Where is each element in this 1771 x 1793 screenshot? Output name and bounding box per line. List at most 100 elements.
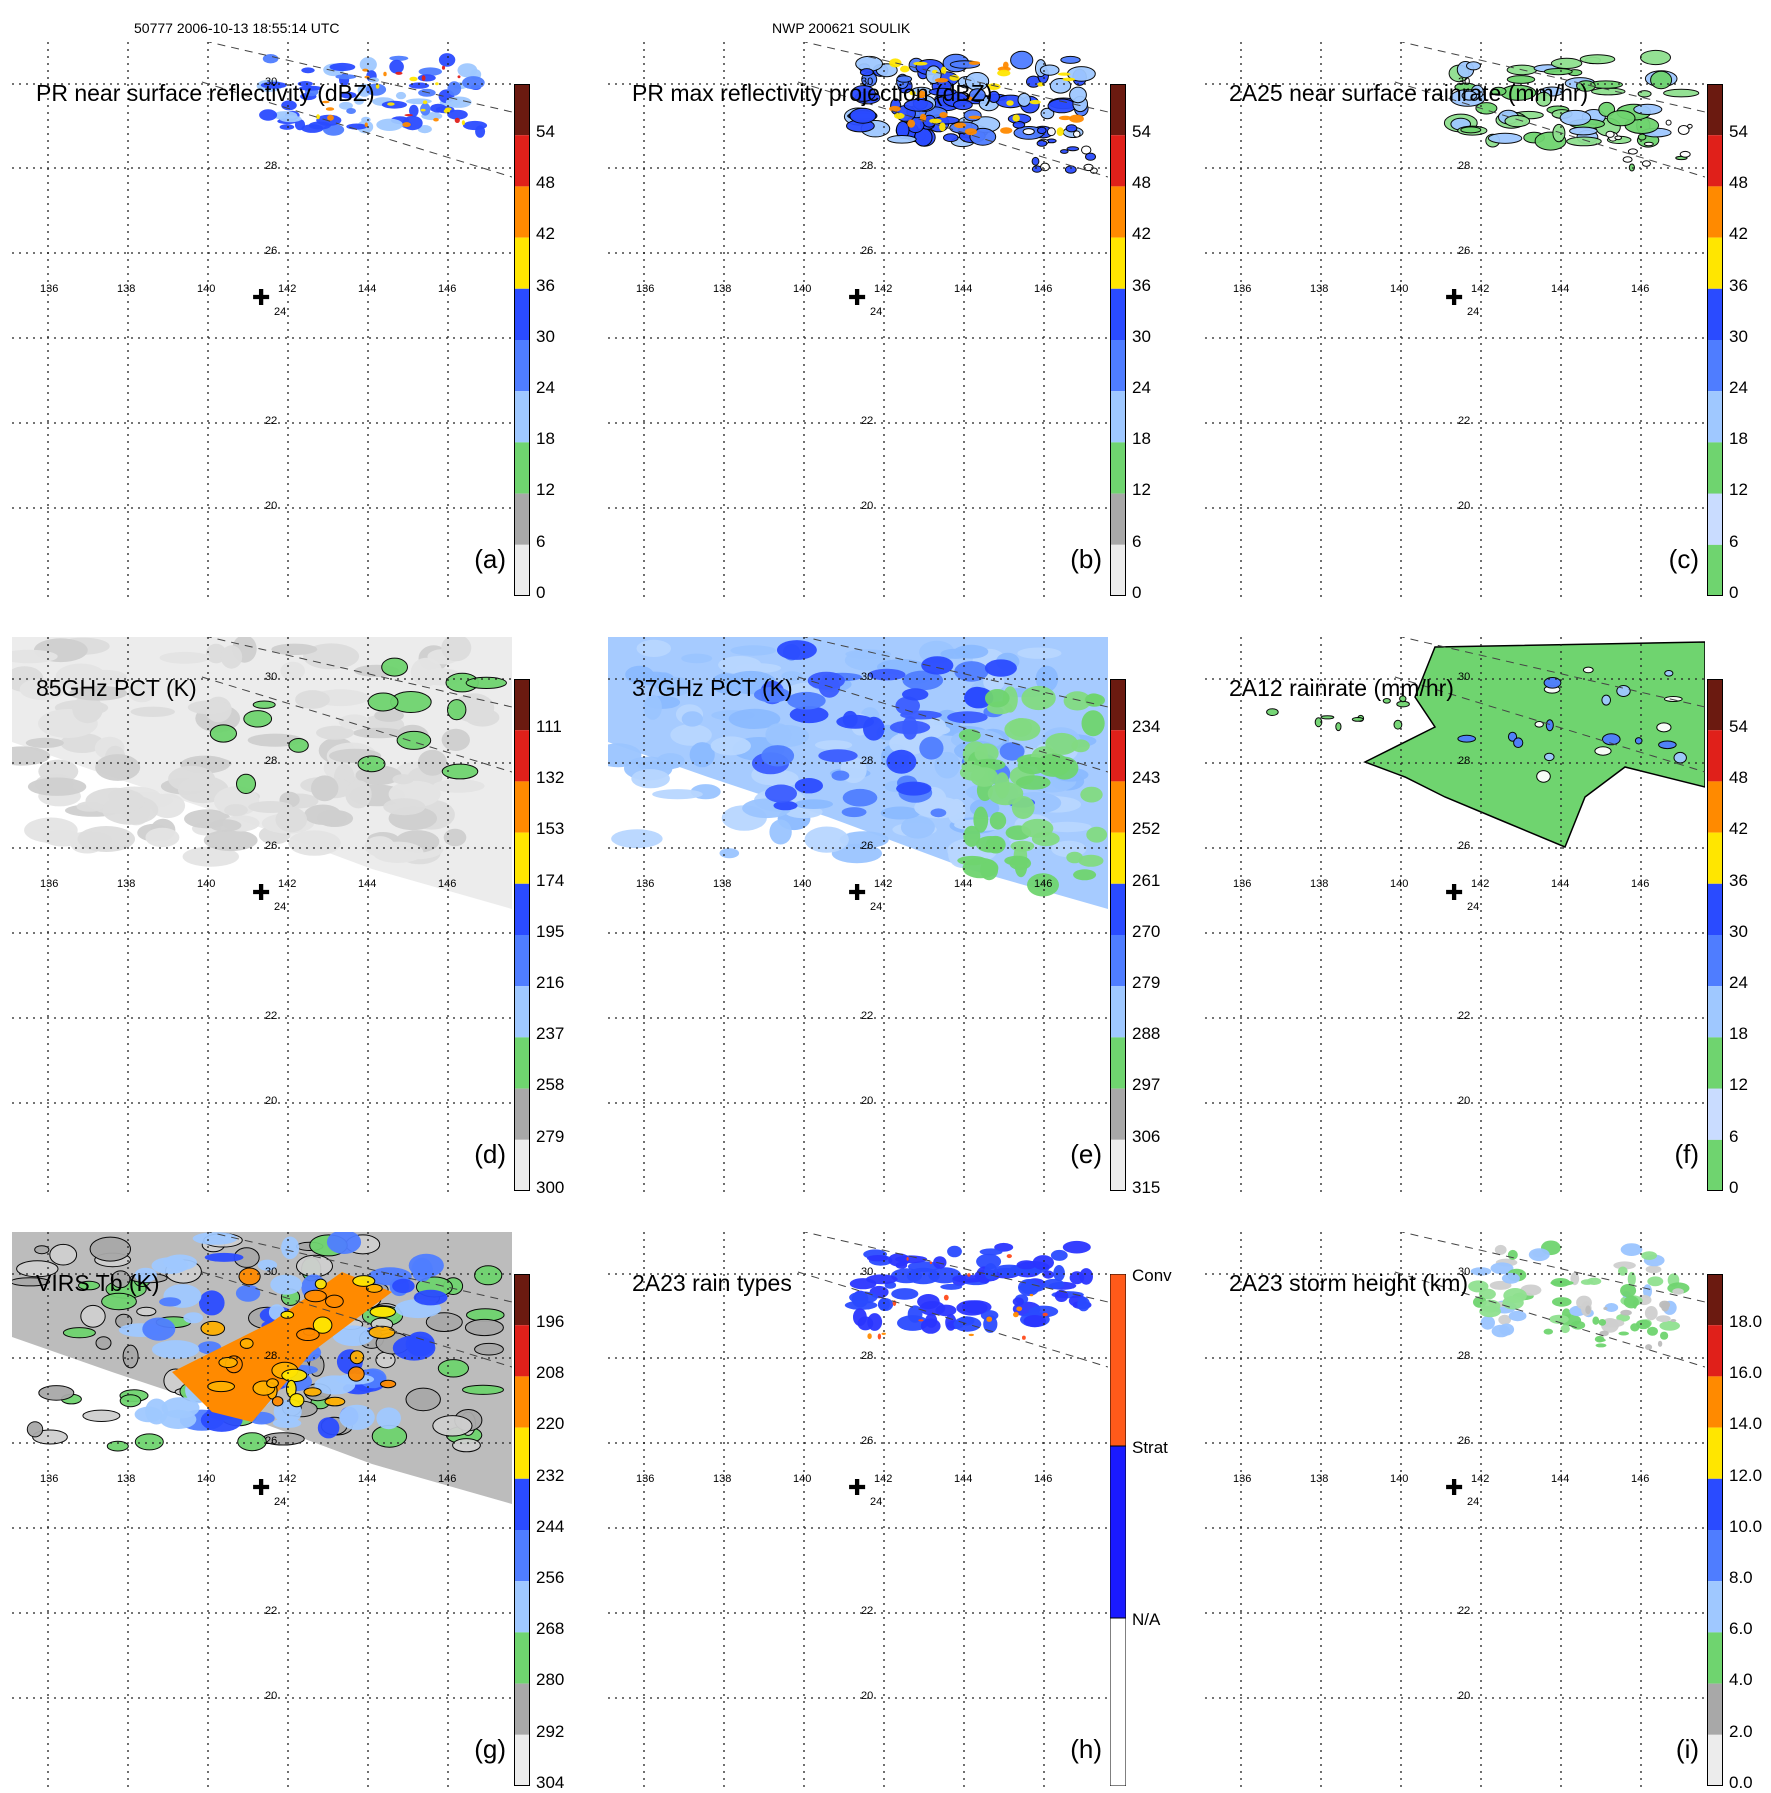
panel-title: 85GHz PCT (K) [36, 675, 197, 701]
colorbar-tick: 36 [1729, 275, 1748, 295]
colorbar [1110, 84, 1126, 596]
lon-label: 142 [874, 1473, 893, 1485]
colorbar-tick: 0 [1729, 582, 1739, 602]
panel-g: 136 138 140 142 144 146 30 28 26 24 22 20 ✚ VIRS Tb (… [12, 1232, 592, 1792]
colorbar-tick: 256 [536, 1568, 565, 1587]
colorbar-tick: 288 [1132, 1024, 1161, 1044]
lat-label: 24 [870, 306, 883, 318]
colorbar-tick: 12 [536, 480, 555, 500]
lat-label: 30 [861, 76, 874, 88]
colorbar [514, 1274, 530, 1786]
colorbar-tick: 2.0 [1729, 1721, 1753, 1741]
panel-c: 136 138 140 142 144 146 30 28 26 24 22 20 ✚ 2A25 near… [1205, 42, 1771, 602]
lat-label: 22 [265, 1010, 278, 1022]
colorbar-tick: 0 [1132, 582, 1142, 602]
lon-label: 140 [1390, 1473, 1409, 1485]
lon-label: 144 [358, 283, 377, 295]
lon-label: 144 [1551, 283, 1570, 295]
colorbar-tick: 0 [536, 582, 546, 602]
lon-label: 140 [1390, 878, 1409, 890]
map-h: 136 138 140 142 144 146 30 28 26 24 22 20 ✚ [608, 1232, 1108, 1792]
panel-f: 136 138 140 142 144 146 30 28 26 24 22 20 ✚ 2A12 rain… [1205, 637, 1771, 1197]
colorbar-tick: 36 [1729, 870, 1748, 890]
lat-label: 20 [1458, 1095, 1471, 1107]
panel-b: 136 138 140 142 144 146 30 28 26 24 22 20 ✚ PR max re… [608, 42, 1188, 602]
lon-label: 142 [874, 878, 893, 890]
lon-label: 144 [954, 283, 973, 295]
lat-label: 30 [1458, 76, 1471, 88]
map-i: 136 138 140 142 144 146 30 28 26 24 22 20 ✚ [1205, 1232, 1705, 1792]
colorbar-tick: 216 [536, 973, 565, 992]
colorbar-tick: 6 [1132, 531, 1142, 551]
colorbar-tick: 6.0 [1729, 1619, 1753, 1639]
storm-center-icon: ✚ [252, 1475, 271, 1500]
colorbar-tick: 24 [1132, 378, 1151, 397]
map-e: 136 138 140 142 144 146 30 28 26 24 22 20 ✚ [608, 637, 1108, 1197]
map-canvas-i [1205, 1232, 1705, 1792]
lon-label: 146 [1631, 283, 1650, 295]
colorbar-tick: 4.0 [1729, 1670, 1753, 1690]
panel-title: PR near surface reflectivity (dBZ) [36, 80, 375, 106]
map-canvas-f [1205, 637, 1705, 1197]
map-canvas-e [608, 637, 1108, 1197]
lon-label: 138 [713, 1473, 732, 1485]
panel-label: (a) [474, 544, 506, 574]
colorbar-tick: 10.0 [1729, 1516, 1763, 1536]
lat-label: 28 [1458, 1350, 1471, 1362]
lon-label: 136 [1233, 878, 1252, 890]
lon-label: 146 [438, 283, 457, 295]
colorbar-tick: N/A [1132, 1610, 1161, 1629]
colorbar-tick: 252 [1132, 819, 1161, 839]
colorbar-tick: 234 [1132, 717, 1161, 736]
panel-title: 2A23 storm height (km) [1229, 1270, 1469, 1296]
lon-label: 138 [117, 878, 136, 890]
map-canvas-c [1205, 42, 1705, 602]
storm-center-icon: ✚ [1445, 285, 1464, 310]
lon-label: 144 [954, 1473, 973, 1485]
lat-label: 24 [1467, 1496, 1480, 1508]
lat-label: 28 [265, 160, 278, 172]
lon-label: 144 [1551, 878, 1570, 890]
colorbar-tick: 12 [1729, 480, 1748, 500]
lon-label: 136 [1233, 283, 1252, 295]
lat-label: 22 [1458, 1605, 1471, 1617]
panel-title: 37GHz PCT (K) [632, 675, 793, 701]
colorbar [1707, 1274, 1723, 1786]
lat-label: 26 [265, 1435, 278, 1447]
lon-label: 136 [40, 283, 59, 295]
colorbar-tick: 36 [1132, 275, 1151, 295]
colorbar-tick: 30 [1729, 921, 1748, 941]
colorbar-tick: 297 [1132, 1075, 1161, 1095]
colorbar-tick: 18 [1729, 429, 1748, 449]
storm-center-icon: ✚ [1445, 1475, 1464, 1500]
map-canvas-h [608, 1232, 1108, 1792]
panel-title: 2A23 rain types [632, 1270, 792, 1296]
colorbar-tick: 54 [1729, 122, 1748, 141]
panel-title: 2A12 rainrate (mm/hr) [1229, 675, 1454, 701]
lat-label: 20 [1458, 500, 1471, 512]
lat-label: 24 [274, 306, 287, 318]
lat-label: 26 [1458, 840, 1471, 852]
lon-label: 142 [278, 1473, 297, 1485]
lat-label: 26 [265, 840, 278, 852]
panel-i: 136 138 140 142 144 146 30 28 26 24 22 20 ✚ 2A23 stor… [1205, 1232, 1771, 1792]
colorbar-tick: 54 [1729, 717, 1748, 736]
panel-title: VIRS Tb (K) [36, 1270, 160, 1296]
panel-a: 136 138 140 142 144 146 30 28 26 24 22 20 ✚ PR near s… [12, 42, 592, 602]
lat-label: 30 [265, 76, 278, 88]
colorbar-tick: 18 [1729, 1024, 1748, 1044]
lat-label: 26 [1458, 245, 1471, 257]
colorbar [514, 84, 530, 596]
lat-label: 30 [861, 1266, 874, 1278]
colorbar-tick: 300 [536, 1177, 565, 1197]
lat-label: 28 [861, 1350, 874, 1362]
colorbar-tick: 24 [1729, 378, 1748, 397]
lon-label: 140 [197, 878, 216, 890]
panel-title: 2A25 near surface rainrate (mm/hr) [1229, 80, 1589, 106]
lon-label: 140 [1390, 283, 1409, 295]
lat-label: 20 [861, 500, 874, 512]
colorbar-tick: 54 [536, 122, 555, 141]
map-canvas-g [12, 1232, 512, 1792]
lat-label: 20 [1458, 1690, 1471, 1702]
lon-label: 140 [197, 283, 216, 295]
